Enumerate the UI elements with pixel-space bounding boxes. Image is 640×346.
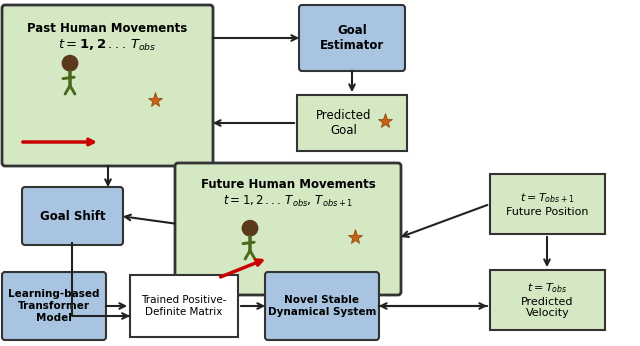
FancyBboxPatch shape (490, 174, 605, 234)
Text: Predicted
Goal: Predicted Goal (316, 109, 372, 137)
Text: Goal Shift: Goal Shift (40, 209, 106, 222)
Text: $t = \mathbf{1,2}\,{...}\,T_{obs}$: $t = \mathbf{1,2}\,{...}\,T_{obs}$ (58, 38, 157, 53)
Text: Novel Stable
Dynamical System: Novel Stable Dynamical System (268, 295, 376, 317)
Text: Learning-based
Transformer
Model: Learning-based Transformer Model (8, 289, 100, 322)
Text: $t = T_{obs}$
Predicted
Velocity: $t = T_{obs}$ Predicted Velocity (521, 282, 573, 319)
Circle shape (62, 55, 77, 71)
FancyBboxPatch shape (130, 275, 238, 337)
FancyBboxPatch shape (2, 272, 106, 340)
FancyBboxPatch shape (22, 187, 123, 245)
FancyBboxPatch shape (265, 272, 379, 340)
Text: Future Human Movements: Future Human Movements (200, 178, 376, 191)
FancyBboxPatch shape (175, 163, 401, 295)
Text: Trained Positive-
Definite Matrix: Trained Positive- Definite Matrix (141, 295, 227, 317)
FancyBboxPatch shape (297, 95, 407, 151)
FancyBboxPatch shape (2, 5, 213, 166)
Text: $t = 1,2\,{...}\,T_{obs},\,T_{obs+1}$: $t = 1,2\,{...}\,T_{obs},\,T_{obs+1}$ (223, 194, 353, 209)
Text: Goal
Estimator: Goal Estimator (320, 24, 384, 52)
FancyBboxPatch shape (299, 5, 405, 71)
Circle shape (243, 220, 258, 236)
Text: Past Human Movements: Past Human Movements (28, 22, 188, 35)
FancyBboxPatch shape (490, 270, 605, 330)
Text: $t = T_{obs+1}$
Future Position: $t = T_{obs+1}$ Future Position (506, 191, 589, 217)
